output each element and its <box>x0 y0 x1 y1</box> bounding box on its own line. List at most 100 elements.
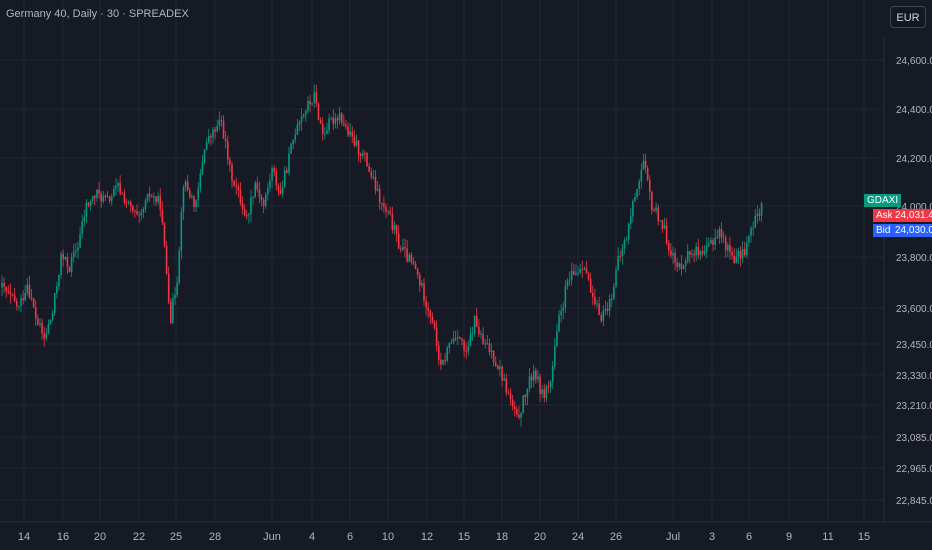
candle <box>651 190 653 215</box>
candle <box>248 212 250 224</box>
candle <box>157 192 159 205</box>
candle-body <box>155 196 157 202</box>
candle-body <box>241 203 244 210</box>
candle <box>281 180 284 198</box>
candle <box>338 106 341 125</box>
candle <box>680 255 683 276</box>
candle-body <box>108 196 111 202</box>
candle <box>172 292 174 325</box>
candle <box>682 264 685 270</box>
candle-body <box>96 189 98 198</box>
candle <box>735 248 738 264</box>
candle-body <box>256 182 259 190</box>
candle-body <box>172 298 174 323</box>
candle-body <box>471 333 474 335</box>
candle-body <box>712 240 714 245</box>
candle-body <box>345 124 347 127</box>
candle-body <box>746 242 748 256</box>
candle-body <box>353 136 356 146</box>
time-axis[interactable]: 14 16 20 22 25 28 Jun 4 6 10 12 15 18 20 24 26 Jul 3 6 9 11 1… <box>18 531 870 543</box>
candle <box>250 189 252 223</box>
candle <box>45 327 48 341</box>
candle-body <box>298 122 301 125</box>
candle <box>530 373 533 389</box>
candle <box>524 393 527 406</box>
candle-body <box>727 244 729 251</box>
candle-body <box>412 261 415 264</box>
candle <box>499 359 501 377</box>
candle-body <box>408 254 411 262</box>
candle <box>205 137 208 151</box>
candle-body <box>319 119 322 124</box>
candle <box>602 305 605 327</box>
candle-body <box>492 350 495 362</box>
candle <box>402 238 404 252</box>
candle-body <box>651 191 653 211</box>
candle-body <box>710 240 712 244</box>
candle <box>53 292 56 316</box>
currency-button[interactable]: EUR <box>890 6 926 28</box>
candle <box>132 204 134 215</box>
candle-body <box>456 337 459 339</box>
candle <box>473 315 476 337</box>
candle <box>243 204 246 217</box>
candle-body <box>132 206 134 211</box>
candle-body <box>378 188 381 203</box>
candle-body <box>100 193 102 202</box>
candle <box>66 252 69 275</box>
candle <box>431 312 434 324</box>
candle <box>640 163 643 189</box>
time-axis-label: 20 <box>94 531 106 543</box>
candle-body <box>98 189 100 194</box>
candle <box>359 152 362 163</box>
candle-body <box>203 149 206 163</box>
candle-body <box>307 101 309 111</box>
candle <box>490 343 493 359</box>
candle-body <box>737 250 740 257</box>
candle <box>113 185 115 198</box>
candle-body <box>254 182 256 197</box>
time-axis-label: 25 <box>170 531 182 543</box>
candle <box>513 401 516 417</box>
candle-body <box>39 323 41 325</box>
candle-body <box>494 361 497 366</box>
candle-body <box>3 282 5 287</box>
candle <box>102 190 105 204</box>
candle-body <box>68 267 71 272</box>
candle <box>435 320 438 352</box>
candle <box>239 182 242 206</box>
candle <box>216 119 219 133</box>
time-axis-label: 26 <box>610 531 622 543</box>
candle <box>374 169 377 195</box>
candle <box>442 359 444 366</box>
candle <box>509 388 512 406</box>
candle-body <box>735 256 738 264</box>
candle-body <box>264 194 267 206</box>
candle <box>383 196 385 214</box>
candle-body <box>233 180 235 186</box>
candle <box>678 261 681 271</box>
candle <box>269 173 271 192</box>
candle-body <box>56 286 58 294</box>
candle-body <box>606 308 609 311</box>
candle <box>332 109 335 131</box>
price-axis[interactable]: 24,600.0 24,400.0 24,200.0 24,000.0 23,800.0… <box>896 56 932 507</box>
candle <box>634 193 636 202</box>
candle-body <box>703 251 706 254</box>
candle-body <box>324 133 326 135</box>
candle <box>397 225 400 250</box>
candle <box>444 353 446 366</box>
candle <box>210 133 212 146</box>
candle <box>554 338 556 371</box>
candle <box>277 182 280 196</box>
candle <box>58 274 60 291</box>
candle <box>235 177 238 195</box>
candle <box>201 155 204 175</box>
candle-body <box>454 338 457 340</box>
candlestick-series[interactable] <box>1 84 763 427</box>
candle <box>752 221 754 236</box>
candle <box>144 197 147 213</box>
symbol-title[interactable]: Germany 40, Daily · 30 · SPREADEX <box>6 8 189 20</box>
candle-body <box>176 282 178 296</box>
